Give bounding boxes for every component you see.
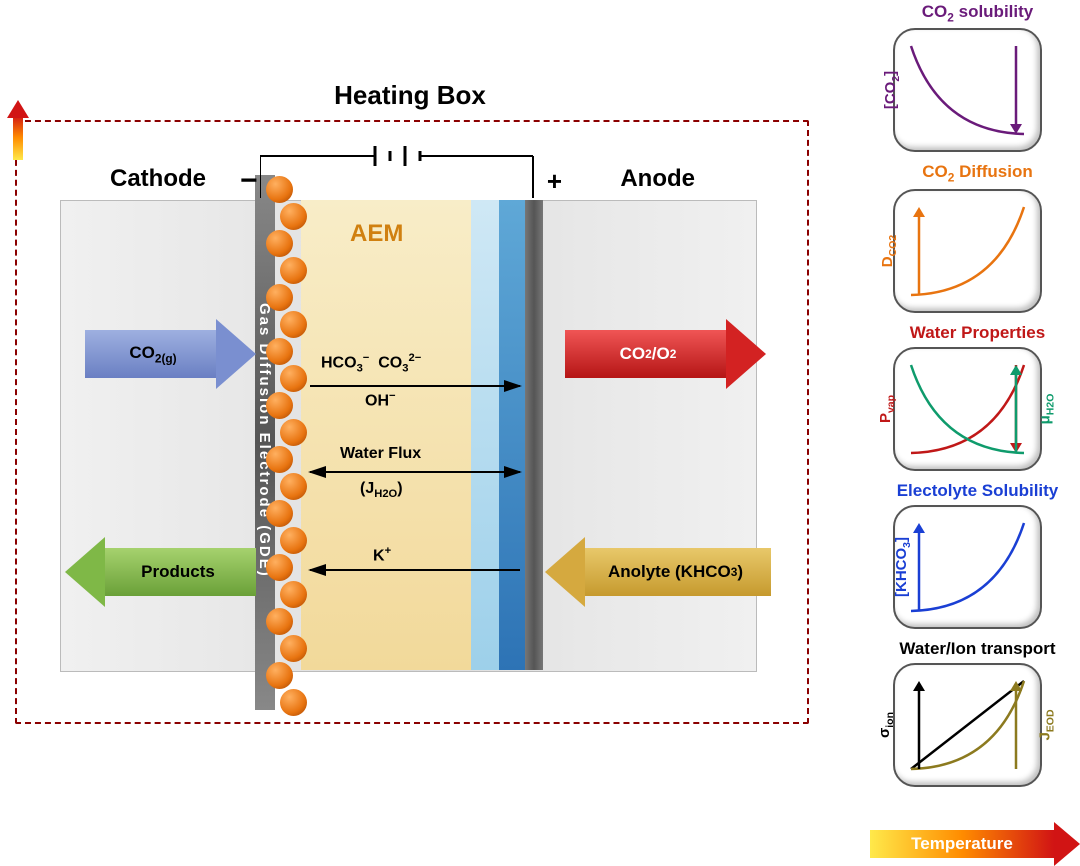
mini-chart-title: Water Properties	[875, 323, 1080, 343]
side-panels: CO2 solubility [CO2] CO2 Diffusion DCO2 Wate…	[835, 0, 1080, 865]
co2-label: CO2(g)	[129, 343, 176, 365]
co2-o2-arrow: CO2/O2	[565, 330, 731, 378]
heat-up-arrow-icon	[7, 100, 29, 162]
ion-flux-arrows	[305, 200, 535, 670]
oh-label: OH−	[365, 390, 396, 410]
mini-chart-title: Electolyte Solubility	[875, 481, 1080, 501]
k-label: K+	[373, 545, 391, 565]
mini-chart: σionJEOD	[893, 663, 1042, 787]
cathode-label: Cathode	[110, 165, 206, 193]
temperature-arrow: Temperature	[870, 828, 1080, 860]
products-arrow: Products	[100, 548, 256, 596]
mini-chart-title: Water/Ion transport	[875, 639, 1080, 659]
mini-chart: DCO2	[893, 189, 1042, 313]
jh2o-label: (JH2O)	[360, 480, 403, 500]
mini-chart: [KHCO3]	[893, 505, 1042, 629]
anolyte-arrow: Anolyte (KHCO3)	[580, 548, 771, 596]
hco3-label: HCO3− CO32−	[321, 352, 421, 375]
mini-chart-title: CO2 Diffusion	[875, 162, 1080, 184]
mini-chart-title: CO2 solubility	[875, 2, 1080, 24]
minus-terminal: −	[240, 164, 258, 198]
main-diagram: Heating Box Cathode Anode Gas Diffusion …	[15, 120, 805, 720]
battery-symbol: − +	[260, 146, 540, 196]
co2o2-label: CO2/O2	[565, 330, 731, 378]
mini-chart: PvapμH2O	[893, 347, 1042, 471]
products-label: Products	[100, 548, 256, 596]
y-axis-label: σion	[876, 712, 896, 738]
co2-in-arrow: CO2(g)	[85, 330, 221, 378]
mini-chart: [CO2]	[893, 28, 1042, 152]
heating-box-title: Heating Box	[334, 80, 486, 111]
anode-label: Anode	[620, 165, 695, 193]
temperature-label: Temperature	[870, 830, 1054, 858]
plus-terminal: +	[547, 166, 562, 197]
waterflux-label: Water Flux	[340, 445, 421, 463]
anolyte-label: Anolyte (KHCO3)	[580, 548, 771, 596]
